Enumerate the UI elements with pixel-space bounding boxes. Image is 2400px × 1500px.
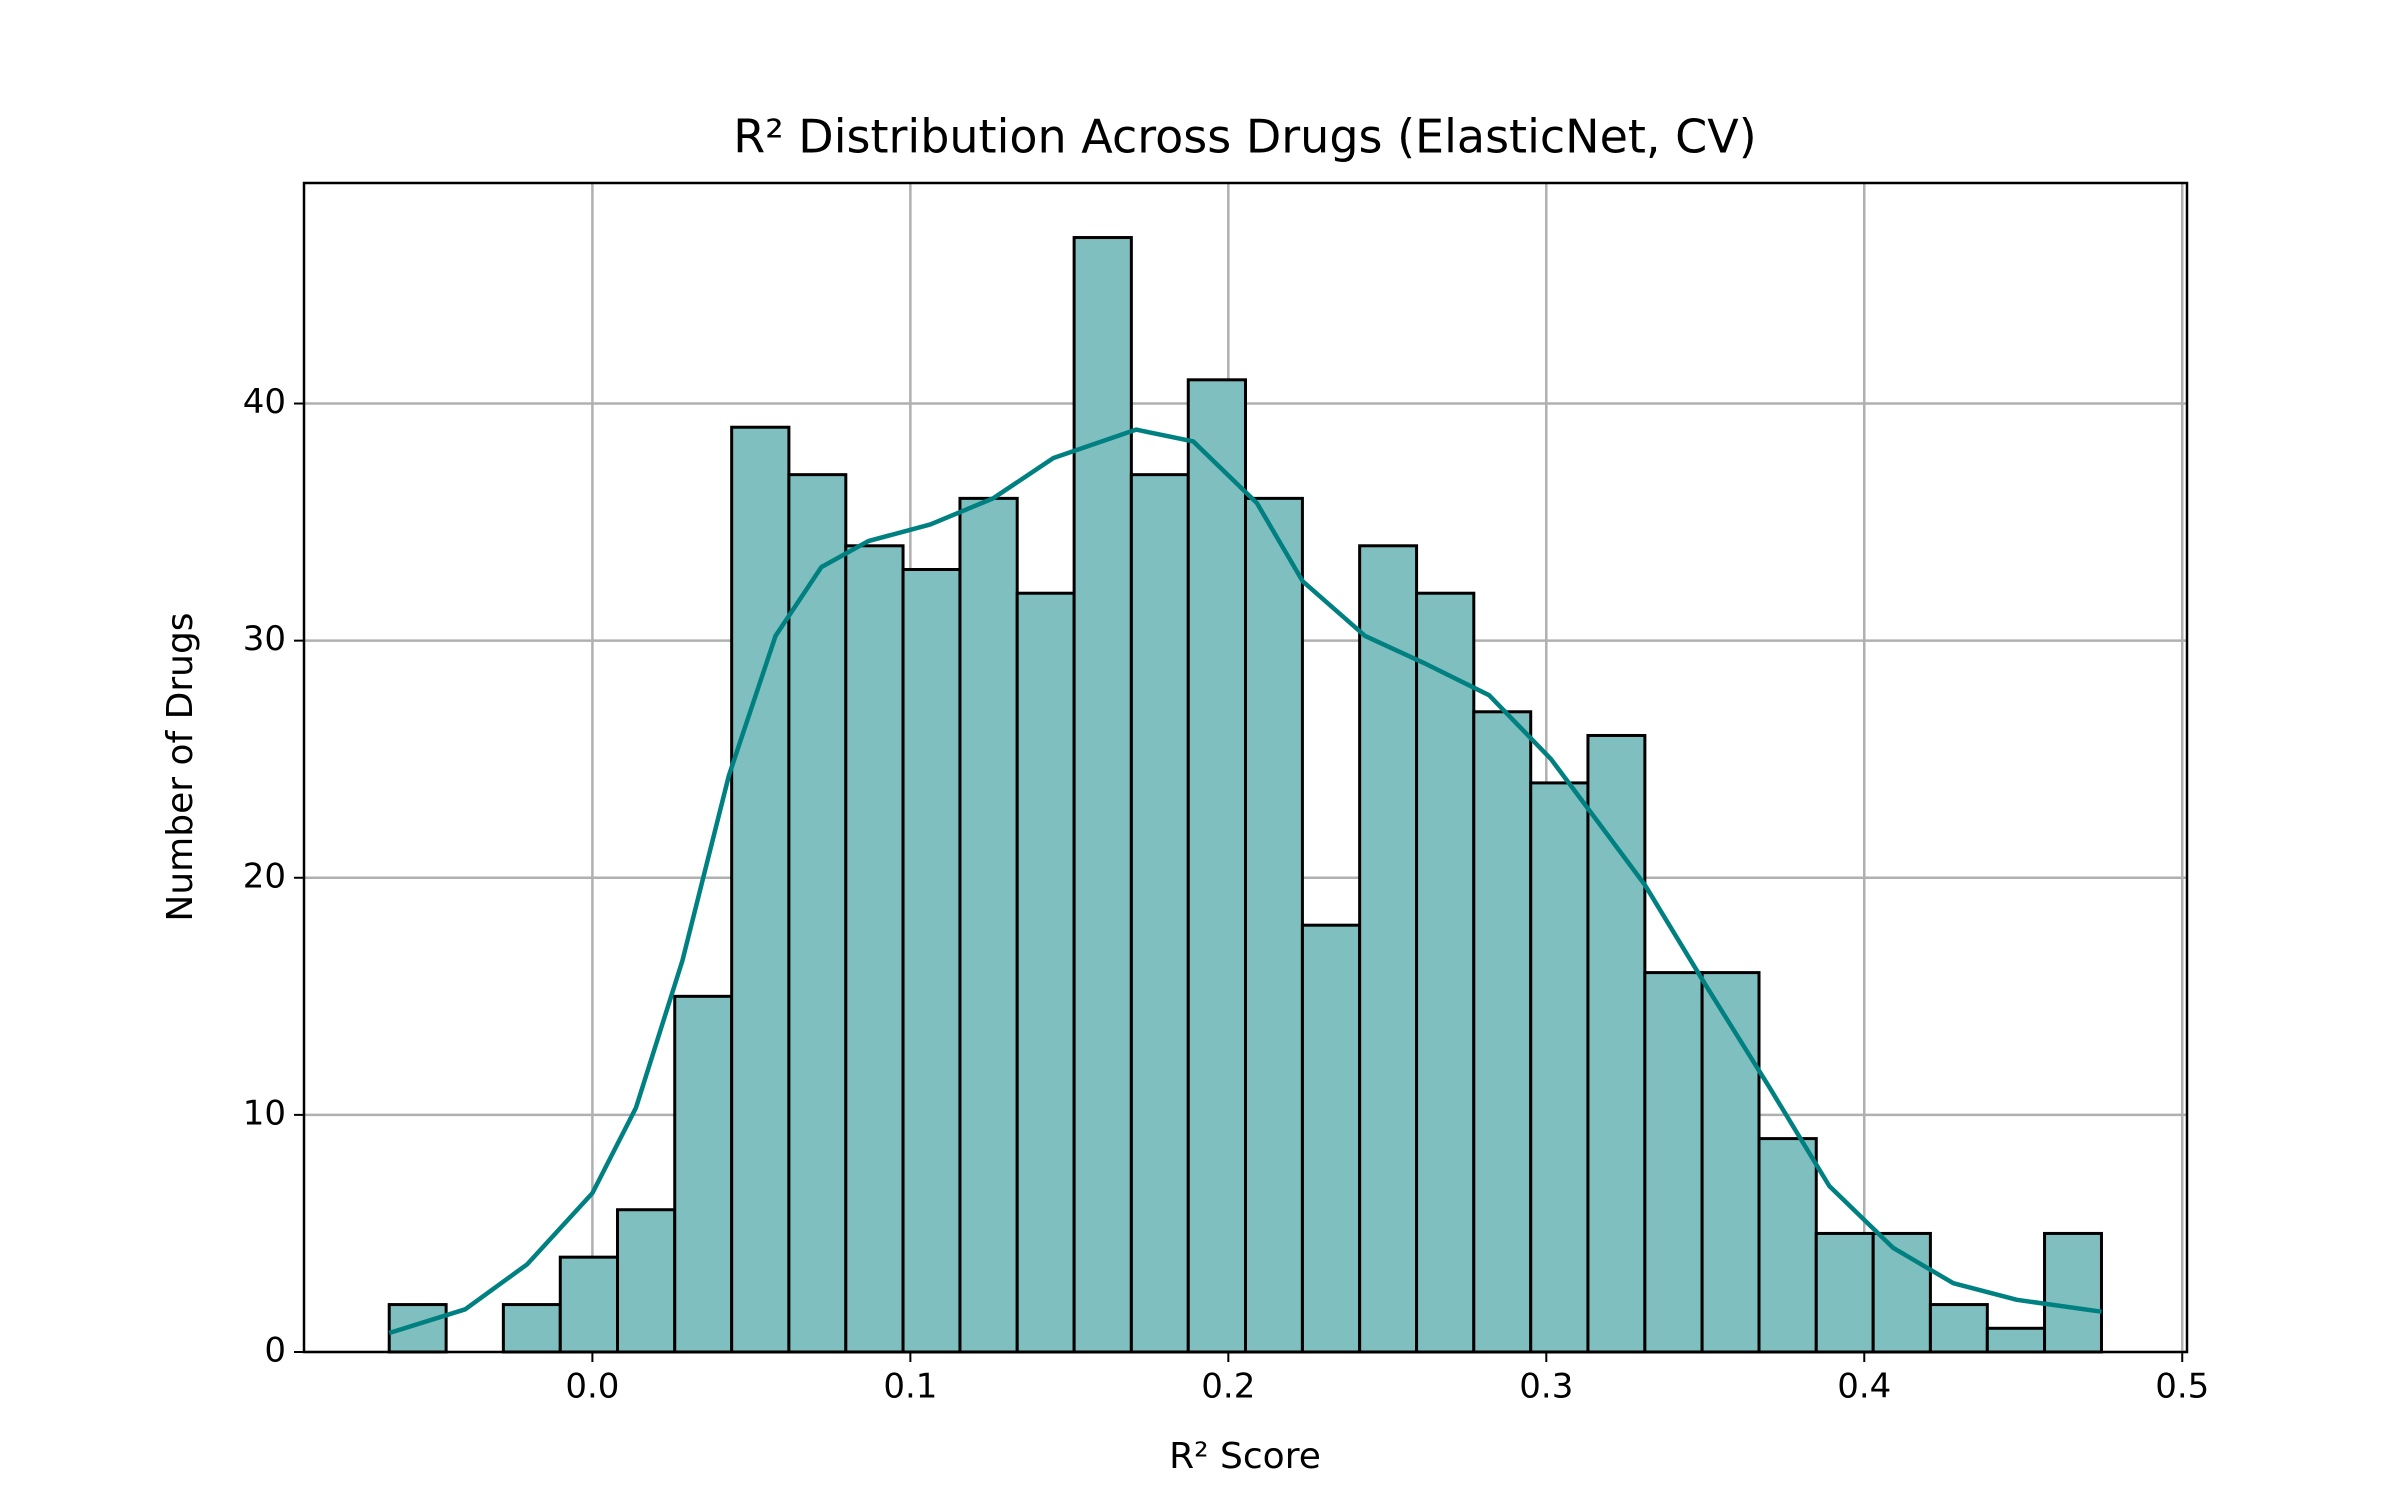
bar (844, 544, 905, 1354)
bar (2043, 1231, 2103, 1354)
bar (730, 425, 791, 1354)
bar (901, 568, 962, 1354)
bar (1015, 591, 1076, 1354)
y-tick-label: 30 (243, 619, 286, 659)
chart-title: R² Distribution Across Drugs (ElasticNet… (733, 110, 1756, 164)
bar (1300, 923, 1362, 1354)
bar (1643, 971, 1704, 1354)
bar (1415, 591, 1476, 1354)
x-tick-label: 0.2 (1201, 1367, 1255, 1407)
bar (1072, 236, 1133, 1354)
bar (958, 496, 1019, 1354)
bar (558, 1255, 620, 1354)
x-axis-label: R² Score (1169, 1436, 1321, 1477)
y-axis-label: Number of Drugs (160, 612, 201, 921)
bar (501, 1303, 562, 1354)
x-tick-label: 0.4 (1837, 1367, 1891, 1407)
bar (1244, 496, 1304, 1354)
bar (1928, 1303, 1989, 1354)
x-tick-label: 0.0 (565, 1367, 619, 1407)
y-tick-label: 0 (264, 1331, 286, 1371)
bar (1757, 1137, 1818, 1354)
y-tick-label: 40 (243, 382, 286, 422)
bar (1186, 378, 1248, 1354)
x-tick-label: 0.5 (2155, 1367, 2209, 1407)
y-tick-label: 20 (243, 856, 286, 896)
bar (1586, 733, 1647, 1354)
bar (1985, 1326, 2047, 1354)
bar (1129, 473, 1190, 1354)
plot-frame (302, 181, 2189, 1354)
bar (616, 1208, 677, 1354)
x-tick-label: 0.1 (883, 1367, 937, 1407)
bar (1700, 971, 1761, 1354)
bar (1472, 710, 1533, 1354)
bar (673, 994, 734, 1354)
bar (1358, 544, 1419, 1354)
bar (1529, 781, 1590, 1354)
y-tick-label: 10 (243, 1093, 286, 1133)
x-tick-label: 0.3 (1519, 1367, 1573, 1407)
bar (1814, 1231, 1875, 1354)
kde-line (388, 427, 2102, 1336)
